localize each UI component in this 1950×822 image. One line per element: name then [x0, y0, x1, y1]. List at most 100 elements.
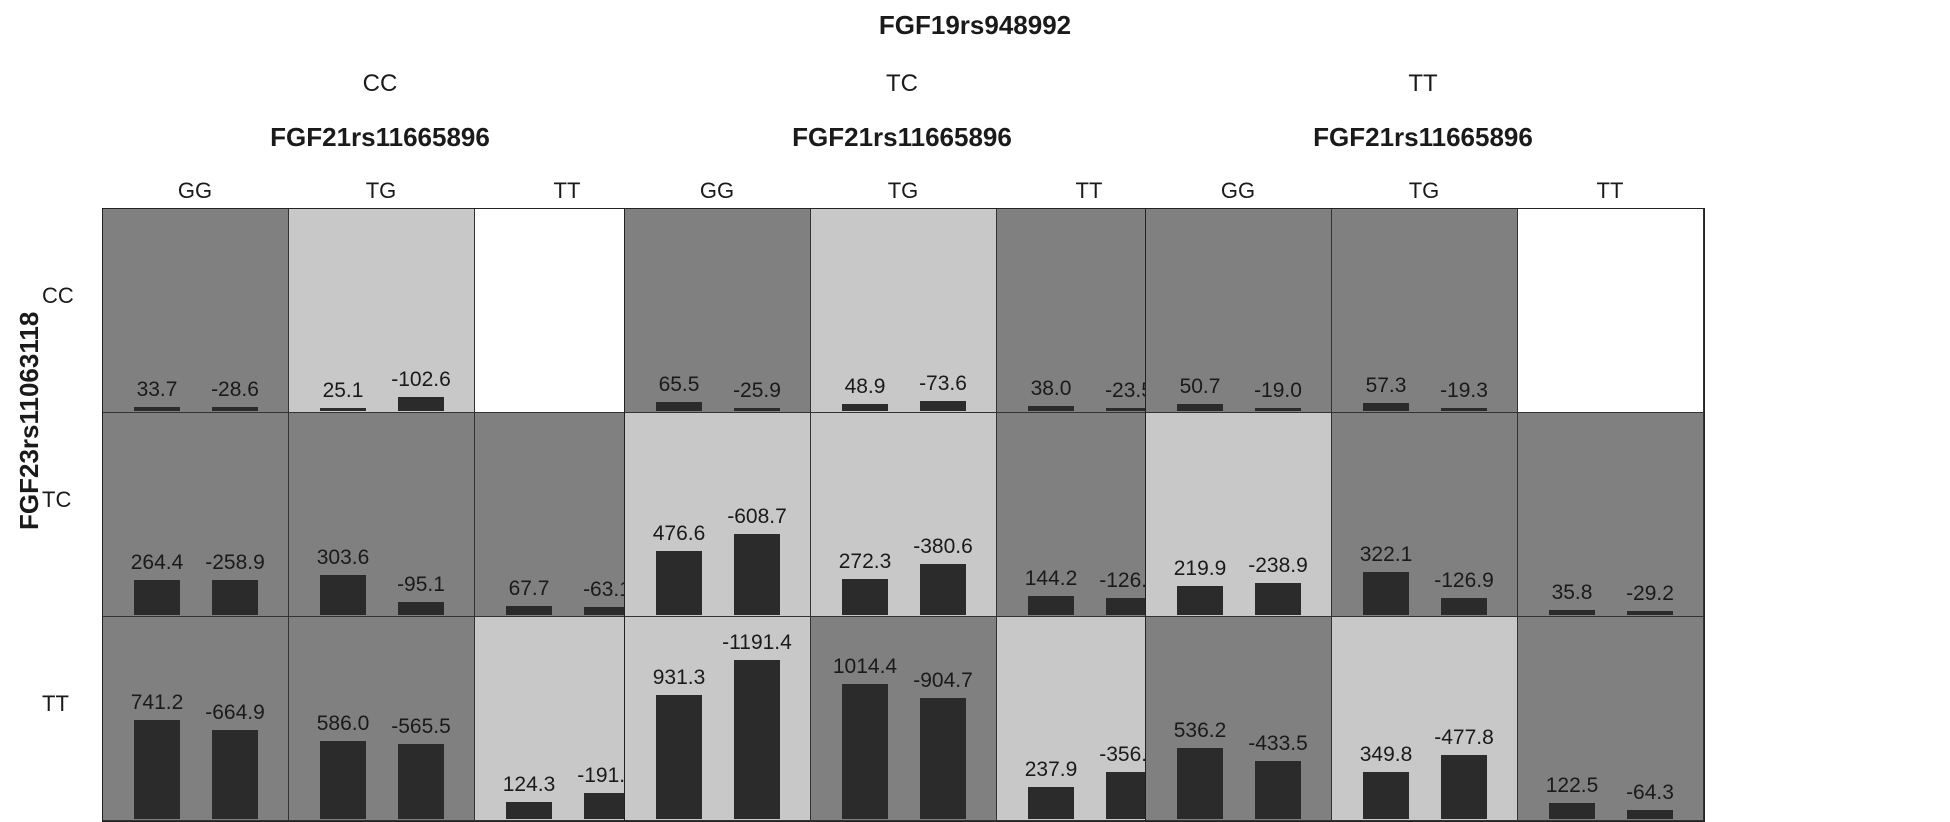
bar [134, 720, 180, 819]
chart-title: FGF19rs948992 [878, 10, 1072, 40]
column-header: TT [553, 178, 581, 203]
bar [584, 606, 630, 615]
bar [1549, 802, 1595, 819]
bar [134, 579, 180, 615]
data-label: 586.0 [316, 711, 370, 735]
grid-cell: 264.4 -258.9 [103, 413, 289, 617]
data-label: 219.9 [1173, 556, 1227, 580]
data-label: 536.2 [1173, 718, 1227, 742]
grid-cell: 35.8 -29.2 [1518, 413, 1704, 617]
data-label: -191.4 [577, 764, 637, 788]
bar [584, 793, 630, 819]
grid-cell: 219.9 -238.9 [1146, 413, 1332, 617]
bar [842, 683, 888, 819]
data-label: -433.5 [1248, 732, 1308, 756]
bar [1177, 404, 1223, 411]
data-label: 476.6 [652, 522, 706, 546]
bar [1441, 755, 1487, 819]
data-label: -356.1 [1099, 742, 1159, 766]
grid-cell: 57.3 -19.3 [1332, 209, 1518, 413]
data-label: -477.8 [1434, 726, 1494, 750]
bar [1028, 595, 1074, 615]
bar [1627, 810, 1673, 819]
data-label: 124.3 [502, 773, 556, 797]
panel-subtitle: FGF21rs11665896 [1313, 122, 1533, 152]
bar [842, 578, 888, 615]
bar [320, 407, 366, 411]
data-label: -126.0 [1099, 569, 1159, 593]
column-header: GG [699, 178, 735, 203]
bar [212, 407, 258, 411]
data-label: -565.5 [391, 714, 451, 738]
bar [212, 580, 258, 615]
data-label: -29.2 [1626, 582, 1674, 606]
panel-genotype-label: TC [886, 70, 918, 97]
data-label: -95.1 [397, 573, 445, 597]
panel-grid: 50.7 -19.0 57.3 -19.3 219.9 -238.9 322.1 -126.9… [1145, 208, 1705, 822]
grid-cell: 122.5 -64.3 [1518, 617, 1704, 821]
data-label: -73.6 [919, 372, 967, 396]
grid-cell: 33.7 -28.6 [103, 209, 289, 413]
data-label: 65.5 [658, 373, 700, 397]
bar [134, 406, 180, 411]
grid-cell: 349.8 -477.8 [1332, 617, 1518, 821]
bar [1441, 408, 1487, 411]
bar [1441, 598, 1487, 615]
data-label: -63.1 [583, 577, 631, 601]
data-label: -258.9 [205, 551, 265, 575]
data-label: -28.6 [211, 378, 259, 402]
y-axis-label: FGF23rs11063118 [14, 311, 44, 530]
grid-cell [1518, 209, 1704, 413]
data-label: 25.1 [322, 378, 364, 402]
bar [920, 564, 966, 615]
bar [842, 404, 888, 411]
data-label: -23.5 [1105, 378, 1153, 402]
bar [1549, 610, 1595, 615]
bar [1106, 771, 1152, 819]
data-label: -664.9 [205, 701, 265, 725]
bar [1363, 403, 1409, 411]
bar [1177, 585, 1223, 615]
bar [506, 605, 552, 615]
data-label: 303.6 [316, 545, 370, 569]
data-label: -238.9 [1248, 554, 1308, 578]
panel-tt: TT FGF21rs11665896 GG TG TT 50.7 -19.0 57.3 -19.… [1113, 60, 1733, 822]
panel-cc: CC FGF21rs11665896 GG TG TT 33.7 -28.6 25.1 -102… [70, 60, 690, 822]
bar [920, 698, 966, 819]
panel-grid: 65.5 -25.9 48.9 -73.6 38.0 -23.5 476.6 -608.7 27… [624, 208, 1184, 822]
bar [656, 402, 702, 411]
bar [656, 551, 702, 615]
grid-cell: 741.2 -664.9 [103, 617, 289, 821]
column-header: TT [1075, 178, 1103, 203]
data-label: 237.9 [1024, 758, 1078, 782]
bar [1106, 407, 1152, 411]
data-label: 122.5 [1545, 773, 1599, 797]
data-label: 67.7 [508, 576, 550, 600]
grid-cell: 48.9 -73.6 [811, 209, 997, 413]
bar [734, 660, 780, 819]
row-header: TC [42, 487, 72, 512]
data-label: -608.7 [727, 504, 787, 528]
grid-cell: 476.6 -608.7 [625, 413, 811, 617]
bar [734, 407, 780, 411]
bar [1028, 405, 1074, 411]
row-header: TT [42, 691, 69, 716]
bar [1106, 598, 1152, 615]
panel-genotype-label: CC [362, 70, 398, 97]
grid-cell: 272.3 -380.6 [811, 413, 997, 617]
column-header: GG [1220, 178, 1256, 203]
data-label: -64.3 [1626, 781, 1674, 805]
bar [656, 694, 702, 819]
row-header: CC [42, 283, 74, 308]
panel-subtitle: FGF21rs11665896 [270, 122, 490, 152]
data-label: 349.8 [1359, 743, 1413, 767]
grid-cell: 586.0 -565.5 [289, 617, 475, 821]
data-label: -904.7 [913, 669, 973, 693]
data-label: 50.7 [1179, 375, 1221, 399]
bar [398, 743, 444, 819]
bar [320, 740, 366, 819]
bar [398, 602, 444, 615]
bar [734, 533, 780, 615]
data-label: 272.3 [838, 549, 892, 573]
bar [920, 401, 966, 411]
